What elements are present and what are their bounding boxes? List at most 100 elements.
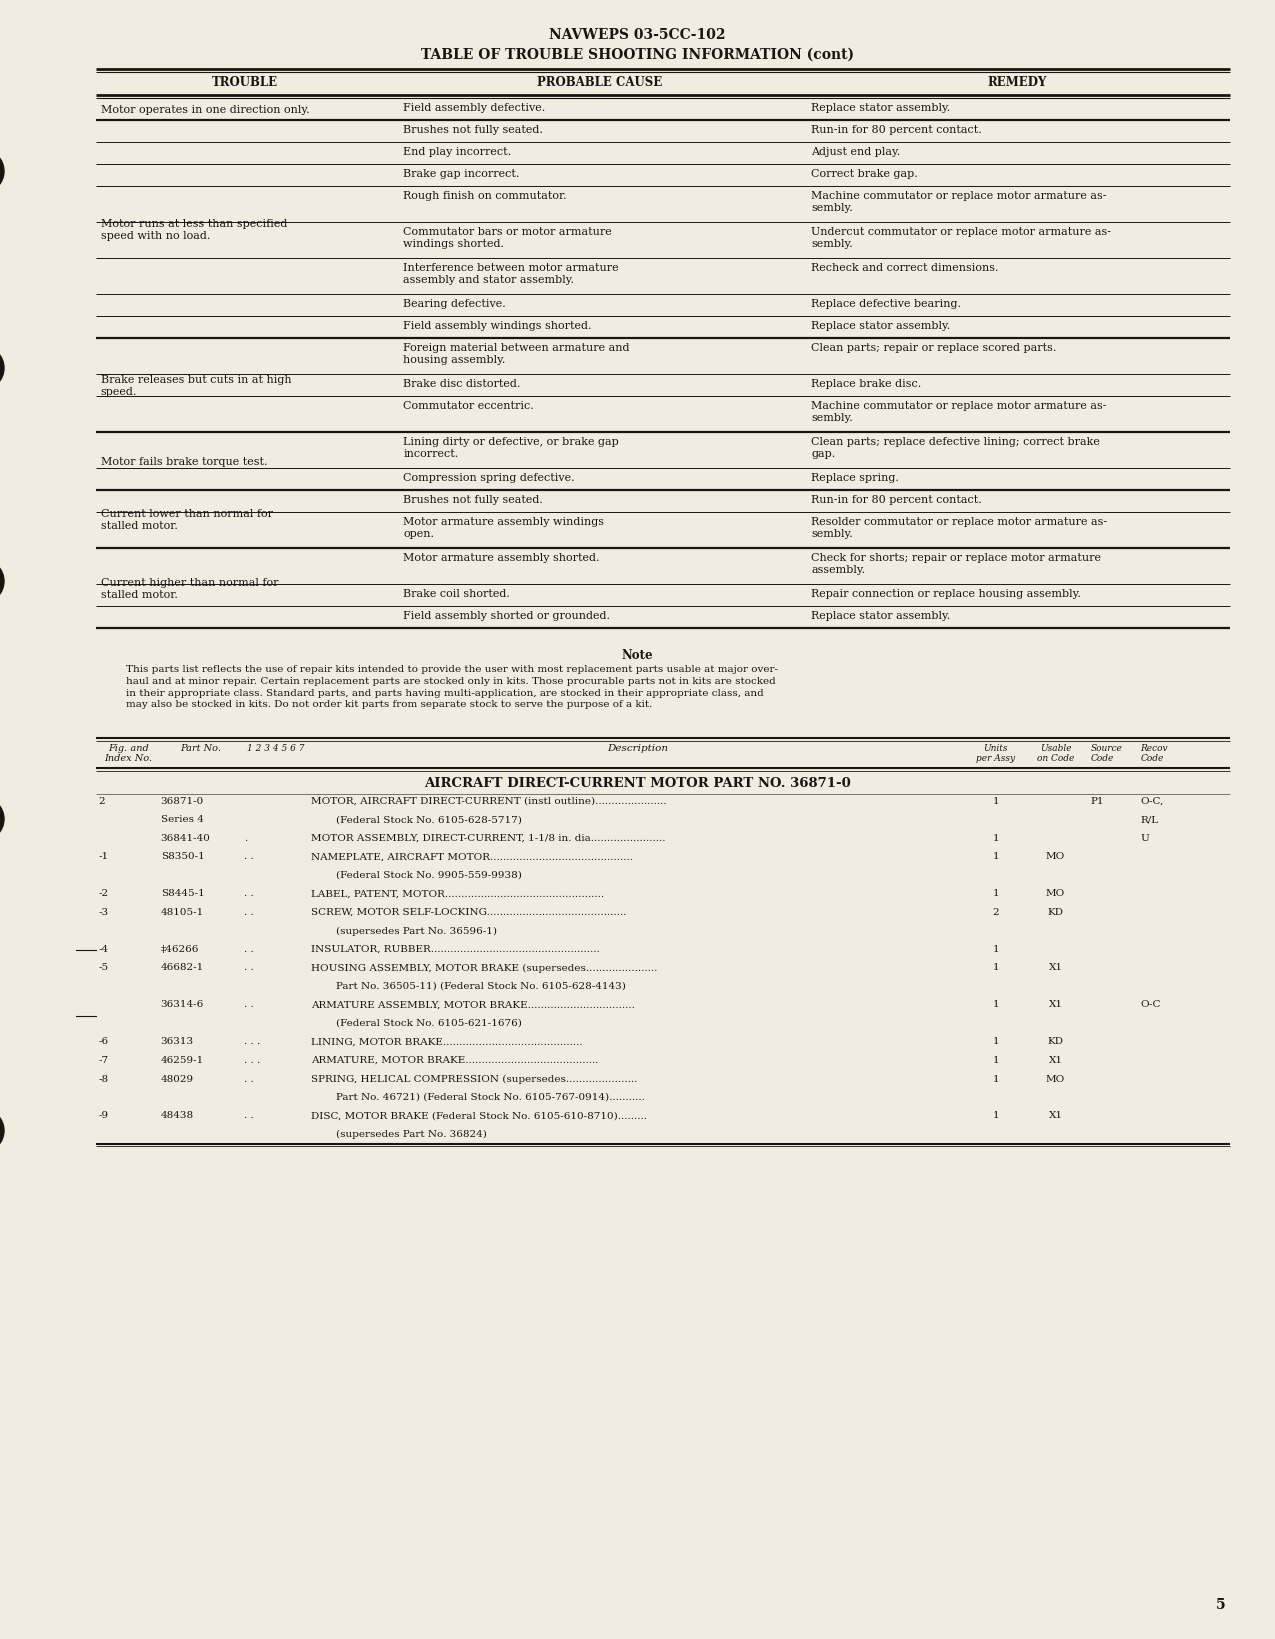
Circle shape bbox=[0, 151, 4, 193]
Text: Clean parts; repair or replace scored parts.: Clean parts; repair or replace scored pa… bbox=[811, 343, 1057, 352]
Text: Adjust end play.: Adjust end play. bbox=[811, 148, 900, 157]
Text: Motor armature assembly windings
open.: Motor armature assembly windings open. bbox=[403, 516, 604, 539]
Text: Clean parts; replace defective lining; correct brake
gap.: Clean parts; replace defective lining; c… bbox=[811, 436, 1100, 459]
Text: Part No. 46721) (Federal Stock No. 6105-767-0914)...........: Part No. 46721) (Federal Stock No. 6105-… bbox=[335, 1092, 644, 1101]
Text: 1 2 3 4 5 6 7: 1 2 3 4 5 6 7 bbox=[247, 744, 305, 752]
Text: Run-in for 80 percent contact.: Run-in for 80 percent contact. bbox=[811, 495, 982, 505]
Circle shape bbox=[0, 347, 4, 390]
Text: Motor runs at less than specified
speed with no load.: Motor runs at less than specified speed … bbox=[101, 218, 287, 241]
Text: 2: 2 bbox=[992, 908, 998, 916]
Circle shape bbox=[0, 798, 4, 841]
Text: Foreign material between armature and
housing assembly.: Foreign material between armature and ho… bbox=[403, 343, 630, 365]
Text: (supersedes Part No. 36824): (supersedes Part No. 36824) bbox=[335, 1129, 487, 1139]
Text: 5: 5 bbox=[1216, 1596, 1225, 1611]
Text: MOTOR ASSEMBLY, DIRECT-CURRENT, 1-1/8 in. dia.......................: MOTOR ASSEMBLY, DIRECT-CURRENT, 1-1/8 in… bbox=[311, 834, 666, 842]
Text: -3: -3 bbox=[98, 908, 108, 916]
Text: Recheck and correct dimensions.: Recheck and correct dimensions. bbox=[811, 262, 998, 272]
Text: (Federal Stock No. 9905-559-9938): (Federal Stock No. 9905-559-9938) bbox=[335, 870, 521, 880]
Text: Replace stator assembly.: Replace stator assembly. bbox=[811, 103, 950, 113]
Text: 1: 1 bbox=[992, 834, 998, 842]
Text: 2: 2 bbox=[98, 797, 106, 805]
Text: 1: 1 bbox=[992, 888, 998, 898]
Text: Replace brake disc.: Replace brake disc. bbox=[811, 379, 922, 388]
Text: Recov
Code: Recov Code bbox=[1141, 744, 1168, 762]
Text: X1: X1 bbox=[1048, 964, 1062, 972]
Text: Commutator bars or motor armature
windings shorted.: Commutator bars or motor armature windin… bbox=[403, 226, 612, 249]
Text: . .: . . bbox=[244, 852, 254, 860]
Text: Motor operates in one direction only.: Motor operates in one direction only. bbox=[101, 105, 310, 115]
Text: Series 4: Series 4 bbox=[161, 815, 204, 824]
Text: Replace stator assembly.: Replace stator assembly. bbox=[811, 321, 950, 331]
Text: ARMATURE ASSEMBLY, MOTOR BRAKE.................................: ARMATURE ASSEMBLY, MOTOR BRAKE..........… bbox=[311, 1000, 635, 1010]
Text: . . .: . . . bbox=[244, 1037, 260, 1046]
Text: 1: 1 bbox=[992, 1074, 998, 1083]
Text: . .: . . bbox=[244, 908, 254, 916]
Text: ‡46266: ‡46266 bbox=[161, 944, 199, 954]
Text: 48105-1: 48105-1 bbox=[161, 908, 204, 916]
Text: Brake releases but cuts in at high
speed.: Brake releases but cuts in at high speed… bbox=[101, 375, 291, 397]
Text: 46259-1: 46259-1 bbox=[161, 1056, 204, 1064]
Text: Machine commutator or replace motor armature as-
sembly.: Machine commutator or replace motor arma… bbox=[811, 190, 1107, 213]
Text: MOTOR, AIRCRAFT DIRECT-CURRENT (instl outline)......................: MOTOR, AIRCRAFT DIRECT-CURRENT (instl ou… bbox=[311, 797, 667, 805]
Text: Current higher than normal for
stalled motor.: Current higher than normal for stalled m… bbox=[101, 577, 278, 600]
Text: SCREW, MOTOR SELF-LOCKING...........................................: SCREW, MOTOR SELF-LOCKING...............… bbox=[311, 908, 626, 916]
Text: AIRCRAFT DIRECT-CURRENT MOTOR PART NO. 36871-0: AIRCRAFT DIRECT-CURRENT MOTOR PART NO. 3… bbox=[425, 777, 850, 790]
Text: Units
per Assy: Units per Assy bbox=[977, 744, 1015, 762]
Text: 1: 1 bbox=[992, 1111, 998, 1119]
Text: 1: 1 bbox=[992, 964, 998, 972]
Text: -9: -9 bbox=[98, 1111, 108, 1119]
Text: MO: MO bbox=[1046, 852, 1065, 860]
Text: Machine commutator or replace motor armature as-
sembly.: Machine commutator or replace motor arma… bbox=[811, 402, 1107, 423]
Text: 48438: 48438 bbox=[161, 1111, 194, 1119]
Text: P1: P1 bbox=[1090, 797, 1104, 805]
Text: 1: 1 bbox=[992, 944, 998, 954]
Text: Field assembly windings shorted.: Field assembly windings shorted. bbox=[403, 321, 592, 331]
Text: LINING, MOTOR BRAKE...........................................: LINING, MOTOR BRAKE.....................… bbox=[311, 1037, 583, 1046]
Text: . . .: . . . bbox=[244, 1056, 260, 1064]
Text: Replace stator assembly.: Replace stator assembly. bbox=[811, 611, 950, 621]
Text: Brake coil shorted.: Brake coil shorted. bbox=[403, 588, 510, 598]
Text: 36841-40: 36841-40 bbox=[161, 834, 210, 842]
Text: O-C,: O-C, bbox=[1141, 797, 1164, 805]
Text: S8445-1: S8445-1 bbox=[161, 888, 204, 898]
Text: 36314-6: 36314-6 bbox=[161, 1000, 204, 1010]
Text: MO: MO bbox=[1046, 888, 1065, 898]
Text: X1: X1 bbox=[1048, 1056, 1062, 1064]
Text: 36871-0: 36871-0 bbox=[161, 797, 204, 805]
Text: Replace spring.: Replace spring. bbox=[811, 472, 899, 484]
Text: (supersedes Part No. 36596-1): (supersedes Part No. 36596-1) bbox=[335, 926, 497, 936]
Text: DISC, MOTOR BRAKE (Federal Stock No. 6105-610-8710).........: DISC, MOTOR BRAKE (Federal Stock No. 610… bbox=[311, 1111, 646, 1119]
Text: -1: -1 bbox=[98, 852, 108, 860]
Text: Description: Description bbox=[608, 744, 668, 752]
Text: -6: -6 bbox=[98, 1037, 108, 1046]
Text: SPRING, HELICAL COMPRESSION (supersedes......................: SPRING, HELICAL COMPRESSION (supersedes.… bbox=[311, 1074, 638, 1083]
Text: Motor fails brake torque test.: Motor fails brake torque test. bbox=[101, 457, 268, 467]
Text: LABEL, PATENT, MOTOR.................................................: LABEL, PATENT, MOTOR....................… bbox=[311, 888, 604, 898]
Text: INSULATOR, RUBBER....................................................: INSULATOR, RUBBER.......................… bbox=[311, 944, 599, 954]
Circle shape bbox=[0, 561, 4, 603]
Text: Field assembly defective.: Field assembly defective. bbox=[403, 103, 546, 113]
Text: 46682-1: 46682-1 bbox=[161, 964, 204, 972]
Text: U: U bbox=[1141, 834, 1149, 842]
Text: 1: 1 bbox=[992, 852, 998, 860]
Text: REMEDY: REMEDY bbox=[987, 75, 1047, 89]
Text: Compression spring defective.: Compression spring defective. bbox=[403, 472, 575, 484]
Text: Correct brake gap.: Correct brake gap. bbox=[811, 169, 918, 179]
Text: Repair connection or replace housing assembly.: Repair connection or replace housing ass… bbox=[811, 588, 1081, 598]
Text: -2: -2 bbox=[98, 888, 108, 898]
Text: (Federal Stock No. 6105-621-1676): (Federal Stock No. 6105-621-1676) bbox=[335, 1018, 521, 1028]
Text: TROUBLE: TROUBLE bbox=[213, 75, 278, 89]
Text: Resolder commutator or replace motor armature as-
sembly.: Resolder commutator or replace motor arm… bbox=[811, 516, 1108, 539]
Text: O-C: O-C bbox=[1141, 1000, 1162, 1010]
Text: Commutator eccentric.: Commutator eccentric. bbox=[403, 402, 534, 411]
Text: -7: -7 bbox=[98, 1056, 108, 1064]
Text: .: . bbox=[244, 834, 247, 842]
Text: KD: KD bbox=[1048, 1037, 1063, 1046]
Text: Field assembly shorted or grounded.: Field assembly shorted or grounded. bbox=[403, 611, 611, 621]
Text: . .: . . bbox=[244, 944, 254, 954]
Text: 1: 1 bbox=[992, 1056, 998, 1064]
Text: HOUSING ASSEMBLY, MOTOR BRAKE (supersedes......................: HOUSING ASSEMBLY, MOTOR BRAKE (supersede… bbox=[311, 964, 657, 972]
Text: Part No.: Part No. bbox=[180, 744, 221, 752]
Text: Interference between motor armature
assembly and stator assembly.: Interference between motor armature asse… bbox=[403, 262, 618, 285]
Text: NAVWEPS 03-5CC-102: NAVWEPS 03-5CC-102 bbox=[550, 28, 725, 43]
